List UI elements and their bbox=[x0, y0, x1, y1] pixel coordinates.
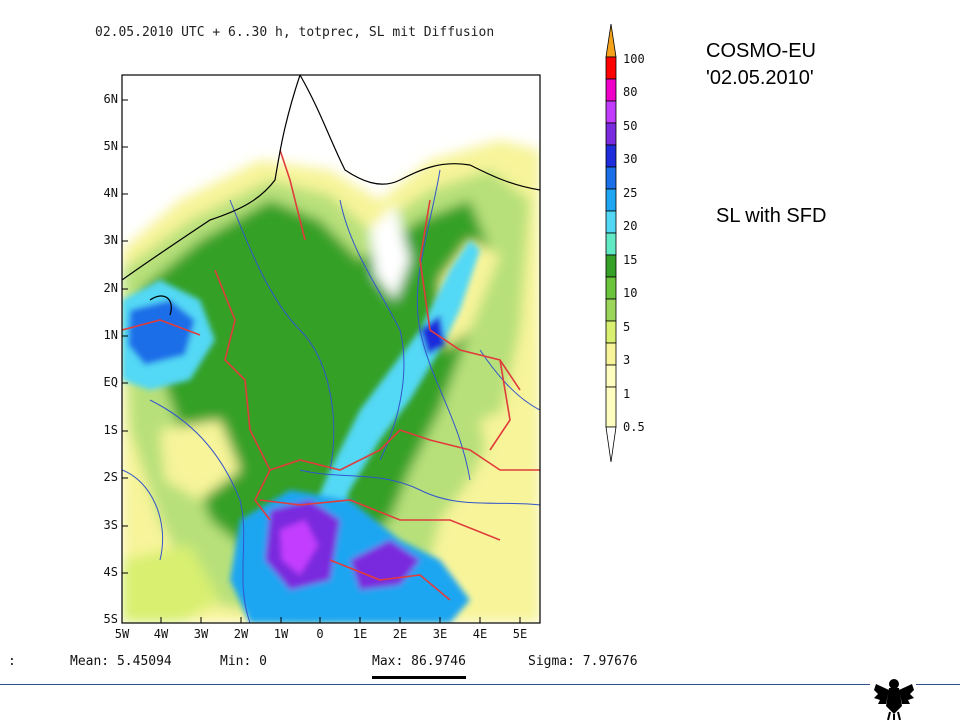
x-tick-label: 1W bbox=[273, 627, 289, 641]
y-tick-label: 3N bbox=[103, 233, 118, 247]
x-tick-label: 4W bbox=[153, 627, 169, 641]
colorbar-label-100: 100 bbox=[623, 52, 645, 66]
colorbar-label-50: 50 bbox=[623, 119, 638, 133]
colorbar-label-1: 1 bbox=[623, 387, 631, 401]
colorbar bbox=[605, 23, 617, 463]
stats-min: Min: 0 bbox=[220, 654, 267, 669]
x-tick-label: 5W bbox=[114, 627, 130, 641]
max-underline bbox=[372, 676, 466, 679]
x-tick-label: 0 bbox=[316, 627, 324, 641]
colorbar-label-30: 30 bbox=[623, 152, 638, 166]
colorbar-label-10: 10 bbox=[623, 286, 638, 300]
y-tick-label: 2N bbox=[103, 281, 118, 295]
colorbar-label-0-5: 0.5 bbox=[623, 420, 645, 434]
y-tick-label: 2S bbox=[103, 470, 118, 484]
eagle-logo bbox=[874, 679, 914, 720]
x-tick-label: 4E bbox=[472, 627, 488, 641]
colorbar-label-20: 20 bbox=[623, 219, 638, 233]
map-frame bbox=[121, 74, 541, 624]
x-tick-label: 3E bbox=[432, 627, 448, 641]
x-tick-label: 2E bbox=[392, 627, 408, 641]
stats-mean: Mean: 5.45094 bbox=[70, 654, 172, 669]
stats-sigma: Sigma: 7.97676 bbox=[528, 654, 638, 669]
y-tick-label: 6N bbox=[103, 92, 118, 106]
y-tick-label: 3S bbox=[103, 518, 118, 532]
y-tick-label: 4S bbox=[103, 565, 118, 579]
colorbar-label-5: 5 bbox=[623, 320, 631, 334]
plot-title: 02.05.2010 UTC + 6..30 h, totprec, SL mi… bbox=[95, 25, 495, 40]
y-tick-label: 5S bbox=[103, 612, 118, 626]
model-date-label: '02.05.2010' bbox=[706, 67, 814, 89]
y-tick-label: 1S bbox=[103, 423, 118, 437]
x-tick-label: 2W bbox=[233, 627, 249, 641]
y-tick-label: EQ bbox=[103, 375, 118, 389]
stats-prefix: : bbox=[8, 654, 16, 669]
scheme-label: SL with SFD bbox=[716, 205, 827, 227]
colorbar-label-15: 15 bbox=[623, 253, 638, 267]
colorbar-label-80: 80 bbox=[623, 85, 638, 99]
x-tick-label: 5E bbox=[512, 627, 528, 641]
precip-field bbox=[122, 75, 540, 623]
y-tick-label: 4N bbox=[103, 186, 118, 200]
stats-max: Max: 86.9746 bbox=[372, 654, 466, 669]
x-tick-label: 3W bbox=[193, 627, 209, 641]
footer-divider-right bbox=[916, 684, 960, 685]
y-tick-label: 5N bbox=[103, 139, 118, 153]
colorbar-label-3: 3 bbox=[623, 353, 631, 367]
x-tick-label: 1E bbox=[352, 627, 368, 641]
footer-divider bbox=[0, 684, 870, 685]
colorbar-label-25: 25 bbox=[623, 186, 638, 200]
y-tick-label: 1N bbox=[103, 328, 118, 342]
model-name-label: COSMO-EU bbox=[706, 40, 816, 62]
